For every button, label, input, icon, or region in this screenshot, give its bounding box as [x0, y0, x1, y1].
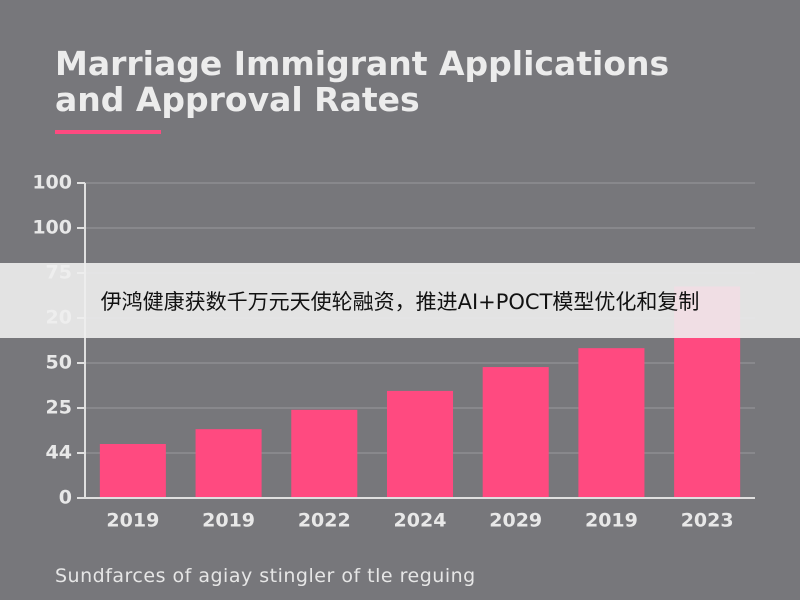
- x-tick-label: 2024: [394, 510, 447, 532]
- bar: [195, 429, 262, 498]
- bar: [99, 444, 166, 498]
- x-tick-label: 2019: [202, 510, 255, 532]
- caption: Sundfarces of agiay stingler of tle regu…: [55, 565, 476, 587]
- y-tick-label: 100: [32, 172, 72, 194]
- y-tick-label: 50: [46, 352, 72, 374]
- y-tick-label: 100: [32, 217, 72, 239]
- banner: 伊鸿健康获数千万元天使轮融资，推进AI+POCT模型优化和复制: [0, 263, 800, 338]
- x-tick-label: 2019: [585, 510, 638, 532]
- y-tick-label: 0: [59, 487, 72, 509]
- bar: [578, 348, 645, 498]
- x-tick-label: 2029: [489, 510, 542, 532]
- x-tick-label: 2019: [106, 510, 159, 532]
- x-tick-label: 2022: [298, 510, 351, 532]
- bar: [291, 409, 358, 498]
- bar: [482, 367, 549, 498]
- bar: [386, 390, 454, 498]
- y-tick-label: 44: [46, 442, 72, 464]
- x-tick-label: 2023: [681, 510, 734, 532]
- y-tick-label: 25: [46, 397, 72, 419]
- chart-title: Marriage Immigrant Applications and Appr…: [55, 44, 670, 119]
- title-accent: [55, 130, 161, 134]
